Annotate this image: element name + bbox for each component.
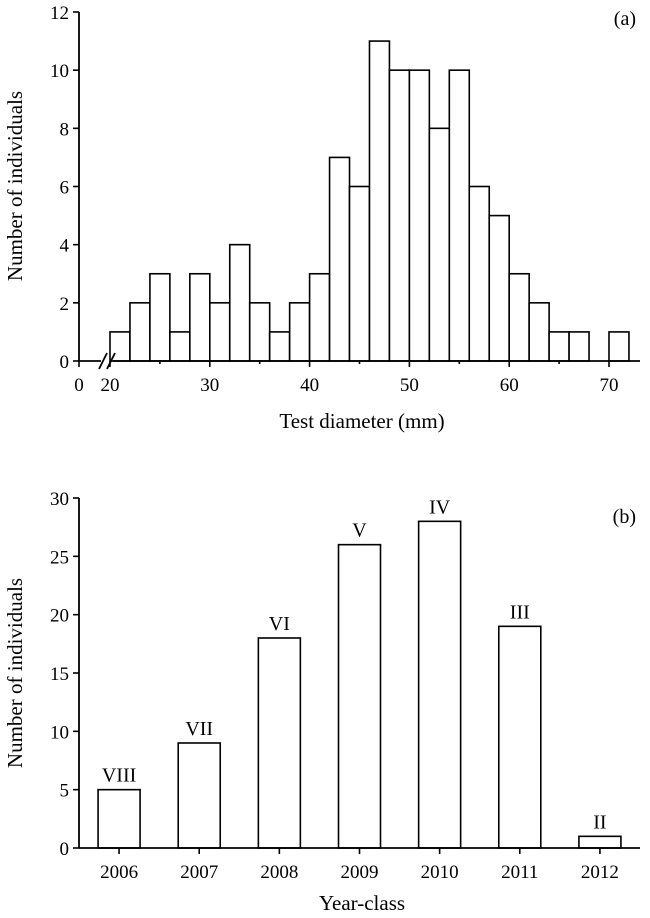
y-tick-label-a: 10: [50, 61, 69, 82]
x-tick-label-a: 20: [101, 375, 120, 396]
histogram-bar: [189, 272, 211, 362]
year-class-bar: [337, 543, 382, 849]
histogram-bar: [568, 331, 590, 362]
panel-label-b: (b): [613, 506, 636, 528]
histogram-bar: [508, 272, 530, 362]
x-tick-label-b: 2012: [581, 862, 619, 883]
x-axis-label-a: Test diameter (mm): [279, 409, 444, 433]
age-class-label: II: [593, 811, 606, 833]
histogram-bar: [408, 69, 431, 362]
y-tick-label-b: 30: [50, 489, 69, 510]
x-tick-label-b: 2009: [341, 862, 379, 883]
x-tick-label-a: 60: [500, 375, 519, 396]
y-tick-label-a: 4: [60, 236, 70, 257]
y-tick-label-b: 25: [50, 547, 69, 568]
histogram-bar: [368, 40, 391, 362]
panel-label-a: (a): [614, 8, 636, 30]
y-tick-label-a: 2: [60, 294, 70, 315]
histogram-bar: [169, 331, 191, 362]
y-axis-label-b: Number of individuals: [3, 578, 27, 768]
x-tick-label-a: 40: [300, 375, 319, 396]
histogram-bar: [608, 331, 630, 362]
histogram-bar: [448, 69, 471, 362]
age-class-label: IV: [429, 496, 451, 518]
year-class-bar: [257, 637, 302, 849]
y-tick-label-b: 10: [50, 722, 69, 743]
age-class-label: VI: [269, 613, 290, 635]
histogram-bar: [248, 302, 271, 362]
histogram-bar: [209, 302, 231, 362]
y-tick-label-b: 15: [50, 664, 69, 685]
year-class-bar: [97, 788, 141, 849]
histogram-bar: [488, 214, 510, 362]
y-tick-label-b: 20: [50, 606, 69, 627]
y-tick-label-a: 6: [60, 178, 70, 199]
histogram-bar: [348, 185, 371, 362]
histogram-ticks: 0 2 4 6 8 10 12 0 20 30 40 50 60 70: [50, 3, 619, 396]
histogram-bar: [228, 243, 251, 362]
histogram-bar: [468, 185, 491, 362]
age-class-label: V: [352, 520, 367, 542]
histogram-bar: [548, 331, 570, 362]
histogram-bar: [149, 272, 171, 362]
x-tick-label-b: 2006: [100, 862, 138, 883]
year-class-bar: [497, 625, 542, 849]
y-tick-label-a: 12: [50, 3, 69, 24]
year-class-ticks: 0 5 10 15 20 25 30 2006 2007 2008 2009 2010 2011 2012: [50, 489, 619, 883]
histogram-bar: [328, 156, 351, 362]
x-tick-label-b: 2011: [501, 862, 538, 883]
year-class-bar: [177, 742, 222, 849]
y-tick-label-a: 0: [60, 352, 70, 373]
age-class-label: III: [510, 601, 530, 623]
x-tick-label-b: 2007: [180, 862, 218, 883]
histogram-bar: [388, 69, 411, 362]
x-tick-label-b: 2010: [421, 862, 459, 883]
year-class-bar: [578, 835, 622, 849]
year-class-bar: [417, 520, 462, 849]
histogram-bar: [308, 272, 331, 362]
axis-break-mark: [98, 352, 108, 370]
x-tick-label-b: 2008: [260, 862, 298, 883]
x-axis-label-b: Year-class: [319, 891, 405, 915]
histogram-bar: [268, 331, 291, 362]
axis-break-mark: [106, 352, 116, 370]
histogram-bars: [109, 40, 630, 362]
histogram-bar: [428, 127, 451, 362]
y-tick-label-b: 0: [60, 839, 70, 860]
histogram-panel-a: 0 2 4 6 8 10 12 0 20 30 40 50 60 70 (a) Test diameter…: [3, 3, 640, 433]
age-class-label: VII: [185, 718, 213, 740]
x-tick-label-a: 0: [74, 375, 84, 396]
y-tick-label-b: 5: [60, 781, 70, 802]
x-tick-label-a: 70: [600, 375, 619, 396]
y-axis-label-a: Number of individuals: [3, 91, 27, 281]
age-class-label: VIII: [102, 765, 136, 787]
histogram-bar: [129, 302, 151, 362]
histogram-bar: [528, 302, 550, 362]
x-tick-label-a: 50: [400, 375, 419, 396]
y-tick-label-a: 8: [60, 119, 70, 140]
x-tick-label-a: 30: [200, 375, 219, 396]
histogram-bar: [288, 302, 311, 362]
